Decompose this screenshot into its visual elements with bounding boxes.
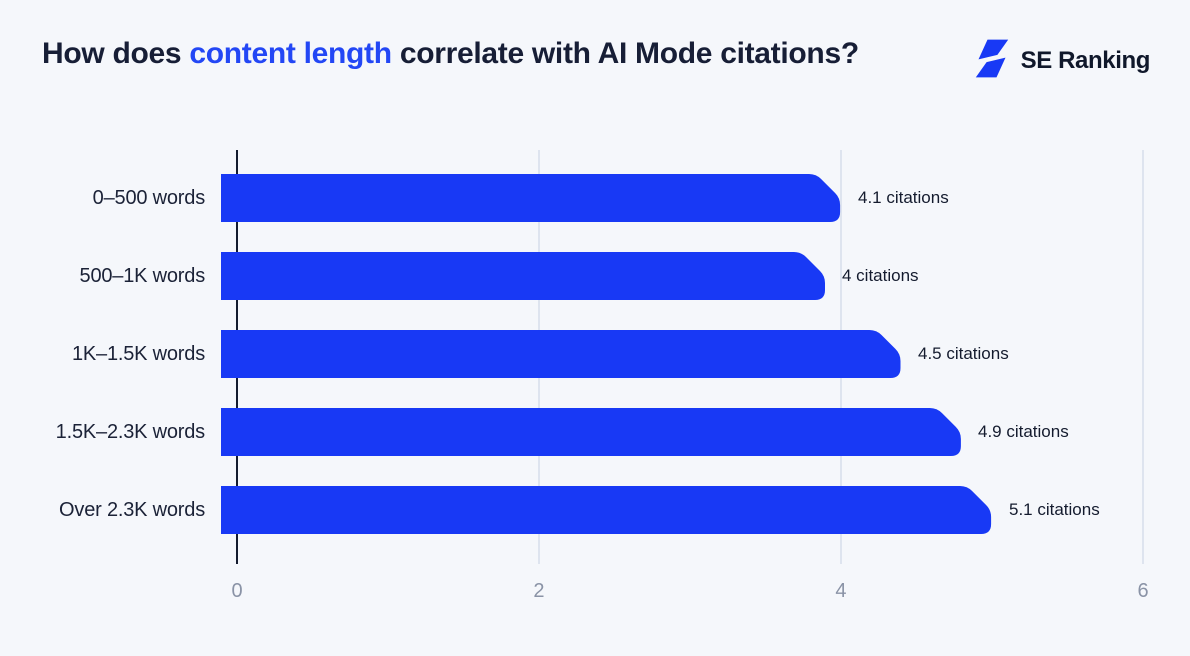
bar [221, 486, 992, 534]
bar-track: 4.9 citations [221, 408, 1127, 456]
x-axis-tick-label: 4 [835, 580, 847, 602]
bar [221, 252, 825, 300]
x-axis-tick-label: 6 [1137, 580, 1149, 602]
bar [221, 330, 901, 378]
bar-row: 500–1K words 4 citations [42, 252, 1190, 300]
bar [221, 408, 961, 456]
bar-track: 4.1 citations [221, 174, 1127, 222]
category-label: 500–1K words [79, 264, 206, 287]
title-highlight: content length [189, 37, 392, 70]
x-axis-tick-label: 0 [231, 580, 243, 602]
value-label: 4 citations [842, 266, 919, 285]
page-title: How does content length correlate with A… [42, 34, 922, 74]
bar-row: 1.5K–2.3K words 4.9 citations [42, 408, 1190, 456]
bar-row: Over 2.3K words 5.1 citations [42, 486, 1190, 534]
title-text-start: How does [42, 37, 190, 70]
title-text-end: correlate with AI Mode citations? [391, 37, 859, 70]
se-ranking-logo: SE Ranking [974, 38, 1150, 84]
x-axis-tick-label: 2 [533, 580, 545, 602]
bar-track: 4 citations [221, 252, 1127, 300]
se-ranking-lightning-icon [974, 38, 1010, 84]
bar [221, 174, 841, 222]
bar-row: 0–500 words 4.1 citations [42, 174, 1190, 222]
category-label: 0–500 words [92, 186, 206, 209]
category-label: 1.5K–2.3K words [55, 420, 206, 443]
se-ranking-logo-text: SE Ranking [1020, 47, 1151, 74]
bar-track: 5.1 citations [221, 486, 1127, 534]
bar-row: 1K–1.5K words 4.5 citations [42, 330, 1190, 378]
category-label: 1K–1.5K words [71, 342, 205, 365]
value-label: 4.9 citations [978, 422, 1069, 441]
x-axis: 0 2 4 6 [231, 580, 1148, 606]
value-label: 5.1 citations [1009, 500, 1100, 519]
bar-track: 4.5 citations [221, 330, 1127, 378]
bar-rows: 0–500 words 4.1 citations 500–1K words 4… [42, 174, 1190, 564]
value-label: 4.5 citations [918, 344, 1009, 363]
value-label: 4.1 citations [858, 188, 949, 207]
category-label: Over 2.3K words [59, 498, 205, 521]
gridline [1142, 150, 1144, 564]
